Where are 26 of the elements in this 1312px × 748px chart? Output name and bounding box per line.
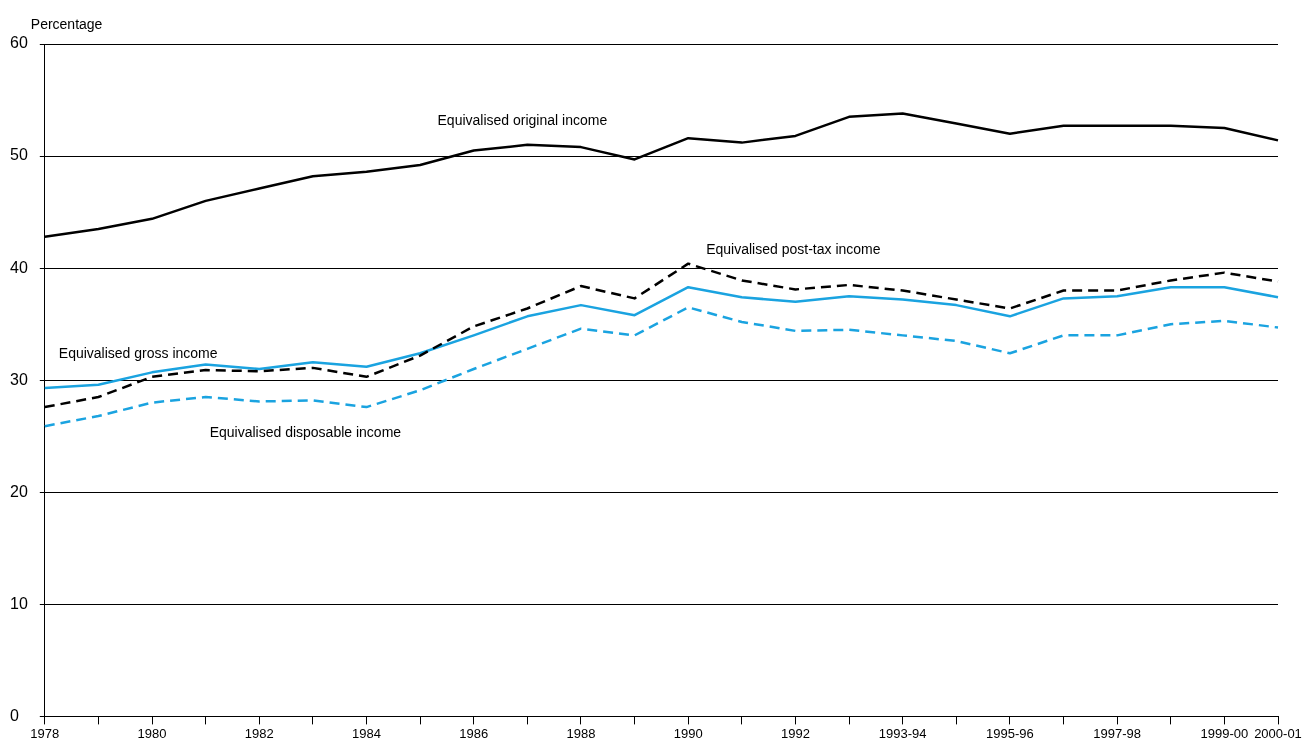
x-tick-label: 1993-94 — [878, 725, 927, 741]
x-tick-label: 2000-01 — [1254, 725, 1302, 741]
series-label: Equivalised original income — [437, 111, 608, 128]
x-tick-label: 1988 — [566, 725, 596, 741]
x-tick-label: 1986 — [459, 725, 489, 741]
series-label: Equivalised disposable income — [209, 423, 402, 440]
y-tick-label: 30 — [10, 370, 28, 388]
x-tick-label: 1978 — [30, 725, 60, 741]
y-tick-label: 60 — [10, 34, 28, 52]
line-series — [43, 306, 1280, 428]
x-tick-label: 1980 — [137, 725, 167, 741]
x-tick-label: 1997-98 — [1093, 725, 1142, 741]
y-tick-label: 10 — [10, 594, 28, 612]
x-tick-label: 1999-00 — [1200, 725, 1249, 741]
y-tick-label: 0 — [10, 706, 19, 724]
series-label: Equivalised gross income — [58, 344, 218, 361]
x-tick-label: 1995-96 — [986, 725, 1034, 741]
y-tick-label: 50 — [10, 146, 28, 164]
x-tick-label: 1984 — [352, 725, 381, 741]
x-tick-label: 1990 — [673, 725, 703, 741]
series-label: Equivalised post-tax income — [706, 240, 881, 257]
y-tick-label: 20 — [10, 482, 28, 500]
y-tick-label: 40 — [10, 258, 28, 276]
x-tick-label: 1992 — [780, 725, 810, 741]
x-tick-label: 1982 — [244, 725, 274, 741]
y-axis-title: Percentage — [30, 15, 103, 32]
